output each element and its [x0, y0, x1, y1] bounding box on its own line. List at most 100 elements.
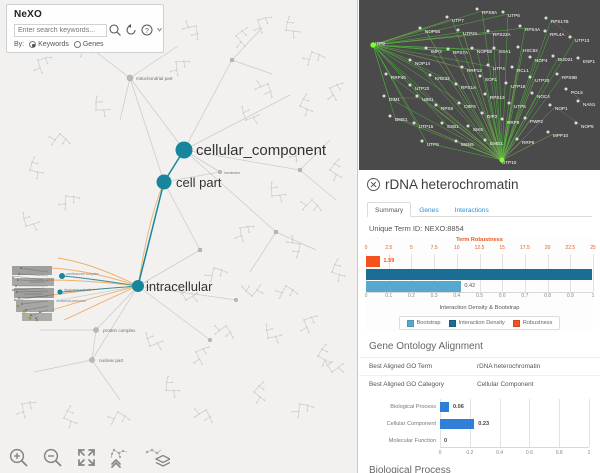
- detail-tabs[interactable]: Summary Genes Interactions: [367, 201, 592, 217]
- gene-node[interactable]: [504, 81, 508, 85]
- tree-node-cellular-component[interactable]: [175, 141, 193, 159]
- bar-robustness[interactable]: [366, 256, 381, 267]
- gene-node[interactable]: [408, 58, 412, 62]
- gene-node[interactable]: [466, 124, 470, 128]
- gene-node[interactable]: [456, 28, 460, 32]
- gene-node[interactable]: [544, 16, 548, 20]
- gene-label: BMS1: [395, 117, 408, 122]
- gene-node[interactable]: [574, 121, 578, 125]
- gene-node[interactable]: [415, 94, 419, 98]
- gene-node[interactable]: [515, 137, 519, 141]
- gene-node[interactable]: [523, 116, 527, 120]
- gene-node[interactable]: [483, 92, 487, 96]
- gene-label: CBF5: [464, 104, 476, 109]
- tab-summary[interactable]: Summary: [367, 202, 412, 217]
- reset-icon[interactable]: [124, 23, 139, 37]
- gene-node[interactable]: [445, 15, 449, 19]
- search-input[interactable]: [14, 23, 107, 37]
- legend-robustness: Robustness: [512, 319, 552, 327]
- gene-hub-utp9[interactable]: [370, 42, 376, 48]
- chart-plot-area: 1.59 0.42: [366, 254, 594, 293]
- bar-bootstrap[interactable]: [366, 281, 462, 292]
- gene-label: RPS4A: [525, 27, 541, 32]
- gene-node[interactable]: [500, 117, 504, 121]
- gene-node[interactable]: [440, 121, 444, 125]
- zoom-in-icon[interactable]: [8, 447, 29, 468]
- gene-node[interactable]: [418, 26, 422, 30]
- gene-node[interactable]: [528, 55, 532, 59]
- help-icon[interactable]: ?: [140, 23, 155, 37]
- detail-header: rDNA heterochromatin: [359, 170, 600, 196]
- gene-node[interactable]: [486, 63, 490, 67]
- layers-icon[interactable]: [144, 447, 172, 468]
- gene-node[interactable]: [486, 29, 490, 33]
- gene-node[interactable]: [548, 103, 552, 107]
- tree-node-cell-part[interactable]: [156, 174, 172, 190]
- gene-node[interactable]: [518, 24, 522, 28]
- search-icon[interactable]: [108, 23, 123, 37]
- gene-label: UB81: [422, 97, 434, 102]
- gene-network-panel[interactable]: UTP9 NOP56 UTP7 RPS8A UTP6 UTP21 RPS22A RPS4A RP…: [359, 0, 600, 170]
- gene-node[interactable]: [384, 72, 388, 76]
- ontology-tree-graph[interactable]: cellular_component cell part intracellul…: [0, 0, 358, 473]
- gene-node[interactable]: [460, 65, 464, 69]
- search-panel[interactable]: NeXO ?: [6, 4, 164, 53]
- gene-hub-utp10[interactable]: [499, 157, 505, 163]
- gene-node[interactable]: [454, 82, 458, 86]
- gene-node[interactable]: [420, 139, 424, 143]
- zoom-out-icon[interactable]: [42, 447, 63, 468]
- gene-node[interactable]: [510, 65, 514, 69]
- gene-node[interactable]: [382, 94, 386, 98]
- gene-node[interactable]: [478, 74, 482, 78]
- ontology-tree-panel[interactable]: cellular_component cell part intracellul…: [0, 0, 358, 473]
- gene-node[interactable]: [428, 73, 432, 77]
- go-bar-cellular-component[interactable]: [440, 419, 475, 429]
- tree-node-intracellular[interactable]: [132, 280, 144, 292]
- tab-genes[interactable]: Genes: [419, 207, 439, 214]
- radio-keywords[interactable]: [29, 41, 37, 48]
- collapse-icon[interactable]: [110, 447, 131, 468]
- gene-node[interactable]: [483, 138, 487, 142]
- go-category-key: Best Aligned GO Category: [369, 380, 444, 388]
- gene-node[interactable]: [475, 7, 479, 11]
- gene-node[interactable]: [388, 114, 392, 118]
- gene-node[interactable]: [492, 46, 496, 50]
- radio-genes[interactable]: [73, 41, 81, 48]
- gene-node[interactable]: [551, 54, 555, 58]
- gene-node[interactable]: [457, 101, 461, 105]
- tab-interactions[interactable]: Interactions: [454, 207, 489, 214]
- gene-network-graph[interactable]: UTP9 NOP56 UTP7 RPS8A UTP6 UTP21 RPS22A RPS4A RP…: [359, 0, 600, 170]
- gene-node[interactable]: [546, 130, 550, 134]
- gene-node[interactable]: [480, 111, 484, 115]
- gene-node[interactable]: [507, 101, 511, 105]
- gene-node[interactable]: [530, 91, 534, 95]
- radio-keywords-label: Keywords: [38, 41, 69, 48]
- gene-node[interactable]: [564, 87, 568, 91]
- bar-interaction-density[interactable]: [366, 269, 592, 280]
- gene-node[interactable]: [470, 46, 474, 50]
- gene-node[interactable]: [516, 45, 520, 49]
- gene-node[interactable]: [528, 75, 532, 79]
- close-icon[interactable]: [367, 178, 380, 191]
- gene-label: UTP13: [575, 38, 590, 43]
- go-bar-biological-process[interactable]: [440, 402, 449, 412]
- view-toolbar[interactable]: [0, 442, 357, 473]
- gene-node[interactable]: [424, 46, 428, 50]
- term-detail-panel[interactable]: rDNA heterochromatin Summary Genes Inter…: [359, 170, 600, 473]
- tree-node-preribosome[interactable]: [59, 273, 65, 279]
- gene-node[interactable]: [434, 103, 438, 107]
- gene-node[interactable]: [576, 99, 580, 103]
- chevron-down-icon[interactable]: [156, 23, 163, 37]
- gene-node[interactable]: [412, 121, 416, 125]
- go-row-cellular-component: Cellular Component 0.23: [387, 416, 589, 433]
- gene-node[interactable]: [555, 72, 559, 76]
- fit-to-screen-icon[interactable]: [76, 447, 97, 468]
- gene-node[interactable]: [501, 10, 505, 14]
- gene-node[interactable]: [446, 47, 450, 51]
- gene-node[interactable]: [568, 35, 572, 39]
- tree-node-ribosomal-subunit[interactable]: [57, 289, 63, 295]
- gene-node[interactable]: [576, 56, 580, 60]
- gene-node[interactable]: [543, 29, 547, 33]
- gene-node[interactable]: [454, 139, 458, 143]
- gene-node[interactable]: [408, 83, 412, 87]
